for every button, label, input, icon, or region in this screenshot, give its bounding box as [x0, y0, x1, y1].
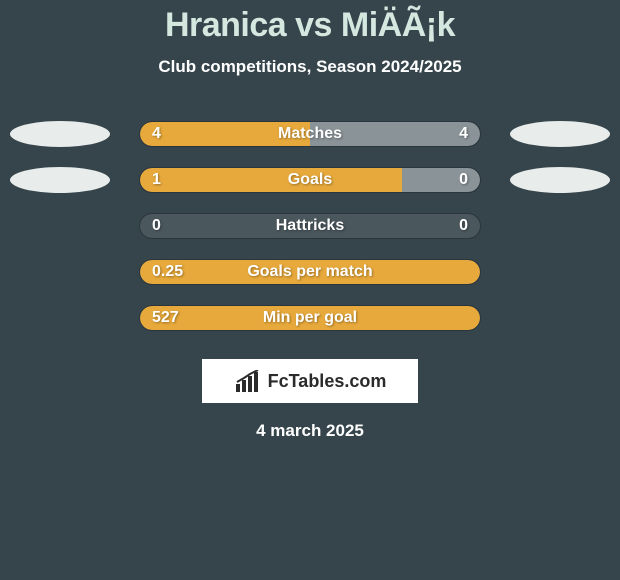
stat-label: Goals — [140, 168, 480, 192]
stat-row: 527Min per goal — [0, 295, 620, 341]
stat-label: Hattricks — [140, 214, 480, 238]
stat-label: Min per goal — [140, 306, 480, 330]
stat-rows: 44Matches 10Goals 00Hattricks 0.25Goals per… — [0, 111, 620, 341]
stat-bar: 527Min per goal — [139, 305, 481, 331]
player-marker-left — [10, 167, 110, 193]
stat-bar: 00Hattricks — [139, 213, 481, 239]
stat-row: 44Matches — [0, 111, 620, 157]
stat-bar: 0.25Goals per match — [139, 259, 481, 285]
stat-row: 0.25Goals per match — [0, 249, 620, 295]
stat-label: Goals per match — [140, 260, 480, 284]
site-logo[interactable]: FcTables.com — [202, 359, 418, 403]
stat-bar: 10Goals — [139, 167, 481, 193]
comparison-card: Hranica vs MiÄÃ¡k Club competitions, Sea… — [0, 0, 620, 441]
date-line: 4 march 2025 — [0, 421, 620, 441]
page-subtitle: Club competitions, Season 2024/2025 — [0, 57, 620, 77]
stat-row: 10Goals — [0, 157, 620, 203]
logo-text: FcTables.com — [268, 371, 387, 392]
player-marker-right — [510, 167, 610, 193]
stat-row: 00Hattricks — [0, 203, 620, 249]
stat-label: Matches — [140, 122, 480, 146]
page-title: Hranica vs MiÄÃ¡k — [0, 6, 620, 45]
player-marker-right — [510, 121, 610, 147]
stat-bar: 44Matches — [139, 121, 481, 147]
player-marker-left — [10, 121, 110, 147]
chart-icon — [234, 370, 264, 392]
